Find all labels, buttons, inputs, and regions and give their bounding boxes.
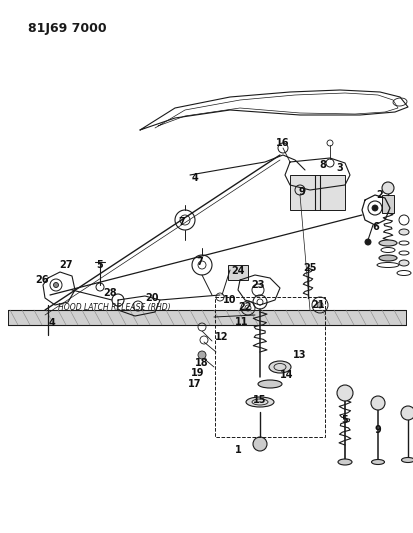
Ellipse shape <box>378 255 396 261</box>
Text: 5: 5 <box>96 260 103 270</box>
Text: 14: 14 <box>280 370 293 380</box>
Text: 16: 16 <box>275 138 289 148</box>
Ellipse shape <box>401 457 413 463</box>
Circle shape <box>53 282 58 287</box>
Text: 28: 28 <box>103 288 116 298</box>
Circle shape <box>336 385 352 401</box>
Circle shape <box>197 351 206 359</box>
Text: 18: 18 <box>195 358 208 368</box>
Text: 13: 13 <box>292 350 306 360</box>
Text: 25: 25 <box>302 263 316 273</box>
Circle shape <box>252 437 266 451</box>
Text: 7: 7 <box>196 257 203 267</box>
Bar <box>289 175 344 210</box>
Text: 27: 27 <box>59 260 73 270</box>
Ellipse shape <box>398 260 408 266</box>
Text: 2: 2 <box>376 190 382 200</box>
Text: 20: 20 <box>145 293 158 303</box>
Text: 22: 22 <box>237 302 251 312</box>
Text: 1: 1 <box>234 445 241 455</box>
Circle shape <box>370 396 384 410</box>
Text: 23: 23 <box>251 280 264 290</box>
Text: 5: 5 <box>341 415 347 425</box>
Ellipse shape <box>245 397 273 407</box>
Circle shape <box>381 182 393 194</box>
Text: 8: 8 <box>319 160 325 170</box>
Ellipse shape <box>378 240 396 246</box>
Text: 10: 10 <box>223 295 236 305</box>
Text: 17: 17 <box>188 379 201 389</box>
Ellipse shape <box>268 361 290 373</box>
Ellipse shape <box>257 380 281 388</box>
Text: 19: 19 <box>191 368 204 378</box>
Text: 15: 15 <box>253 395 266 405</box>
Ellipse shape <box>337 459 351 465</box>
Text: HOOD LATCH RELEASE (RHD): HOOD LATCH RELEASE (RHD) <box>58 303 170 312</box>
Text: 7: 7 <box>178 217 185 227</box>
Ellipse shape <box>398 229 408 235</box>
Text: 12: 12 <box>215 332 228 342</box>
Text: 3: 3 <box>336 163 342 173</box>
Text: 24: 24 <box>231 266 244 276</box>
Bar <box>8 310 405 325</box>
Circle shape <box>400 406 413 420</box>
Bar <box>381 195 393 213</box>
Circle shape <box>316 302 322 308</box>
Text: 9: 9 <box>374 425 380 435</box>
Text: 6: 6 <box>372 222 378 232</box>
Text: 81J69 7000: 81J69 7000 <box>28 22 107 35</box>
Text: 26: 26 <box>35 275 49 285</box>
Bar <box>214 297 324 437</box>
Circle shape <box>364 239 370 245</box>
Text: 21: 21 <box>311 300 324 310</box>
Circle shape <box>371 205 377 211</box>
Ellipse shape <box>370 459 384 464</box>
Text: 11: 11 <box>235 317 248 327</box>
Text: 9: 9 <box>298 187 305 197</box>
Text: 4: 4 <box>48 318 55 328</box>
Bar <box>228 265 247 280</box>
Text: 4: 4 <box>191 173 198 183</box>
